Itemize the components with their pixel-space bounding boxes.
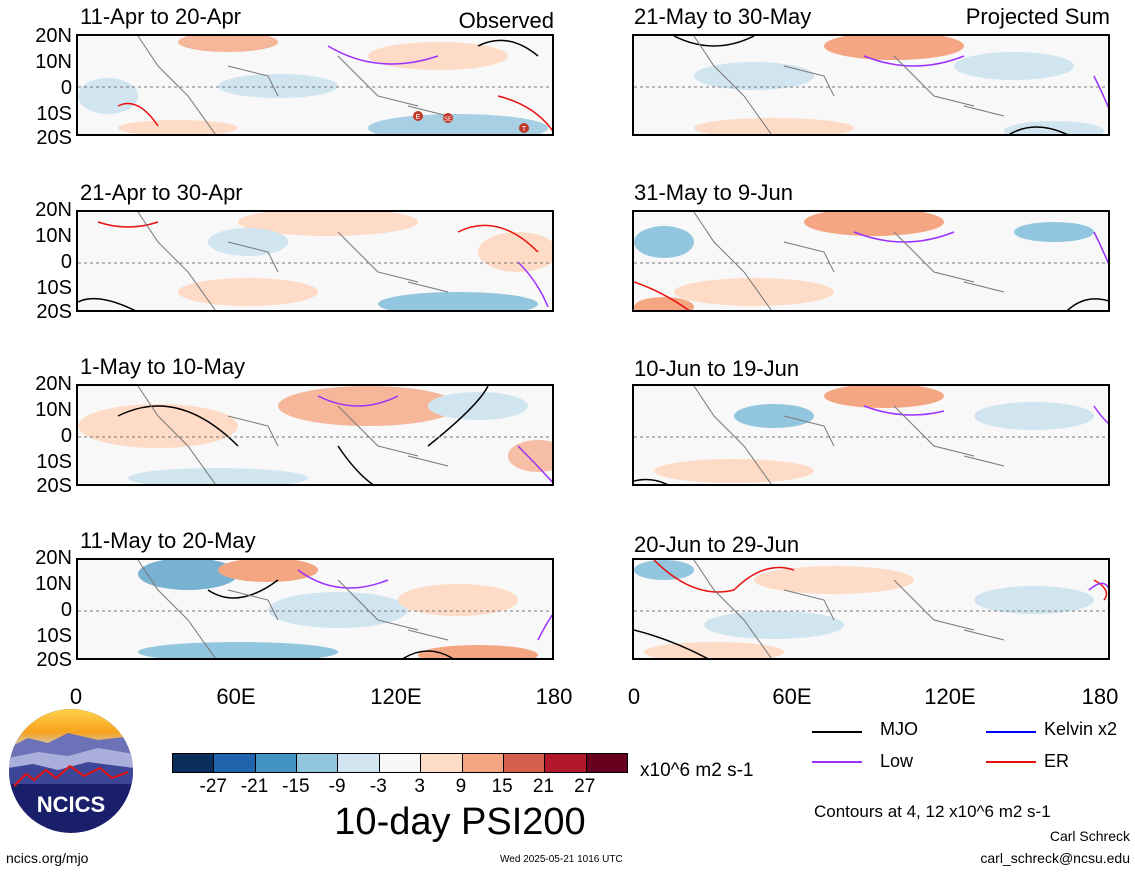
panel-title: 21-May to 30-May (634, 4, 812, 29)
lat-label-20s: 20S (36, 127, 72, 149)
map-panel-5 (632, 34, 1110, 136)
colorbar-swatch (502, 754, 545, 772)
map-panel-6 (632, 210, 1110, 312)
panel-tag: Observed (458, 8, 554, 33)
storm-marker-label: T (522, 126, 527, 133)
lon-label-120e: 120E (370, 684, 422, 709)
lon-label-180: 180 (1081, 684, 1119, 709)
lat-label-20s: 20S (36, 649, 72, 671)
author-email[interactable]: carl_schreck@ncsu.edu (980, 850, 1130, 866)
colorbar-swatch (378, 754, 421, 772)
logo-text: NCICS (37, 792, 105, 817)
colorbar-tick-label: -15 (282, 776, 310, 797)
lat-label-10n: 10N (35, 225, 72, 247)
colorbar-tick-label: 27 (574, 776, 596, 797)
colorbar-swatch (296, 754, 338, 772)
contours-note: Contours at 4, 12 x10^6 m2 s-1 (814, 802, 1051, 821)
panel-title: 20-Jun to 29-Jun (634, 532, 800, 557)
panel-title: 21-Apr to 30-Apr (80, 180, 243, 205)
colorbar-swatch (173, 754, 214, 772)
colorbar-ticks: -27 -21 -15 -9 -3 3 9 15 21 27 (172, 776, 626, 800)
storm-markers: E SE T (413, 111, 529, 133)
lon-label-180: 180 (535, 684, 573, 709)
lat-label-0: 0 (60, 251, 72, 273)
lon-label-60e: 60E (216, 684, 256, 709)
lat-label-10n: 10N (35, 573, 72, 595)
panel-title: 11-Apr to 20-Apr (80, 4, 242, 29)
storm-marker-label: SE (444, 117, 452, 123)
colorbar-swatch (420, 754, 462, 772)
map-panel-1: E SE T (76, 34, 554, 136)
lat-label-10n: 10N (35, 51, 72, 73)
lat-label-20s: 20S (36, 475, 72, 497)
lon-label-0: 0 (69, 684, 83, 709)
ncics-logo: NCICS (8, 708, 134, 834)
lat-label-10s: 10S (36, 277, 72, 299)
legend-swatch-mjo (812, 731, 862, 733)
author: Carl Schreck (1049, 828, 1130, 844)
colorbar-swatch (461, 754, 503, 772)
lat-label-10n: 10N (35, 399, 72, 421)
panel-tag: Projected Sum (965, 4, 1110, 29)
colorbar-tick-label: 21 (532, 776, 555, 797)
lat-label-10s: 10S (36, 103, 72, 125)
lat-label-10s: 10S (36, 451, 72, 473)
panel-title: 31-May to 9-Jun (634, 180, 793, 205)
lat-label-0: 0 (60, 599, 72, 621)
storm-marker-label: E (416, 114, 421, 121)
panel-title: 10-Jun to 19-Jun (634, 356, 800, 381)
colorbar-tick-label: -21 (240, 776, 269, 797)
lat-label-0: 0 (60, 425, 72, 447)
legend-label-mjo: MJO (880, 719, 918, 739)
colorbar-tick-label: -9 (328, 776, 346, 797)
lat-label-10s: 10S (36, 625, 72, 647)
legend-label-kelvin: Kelvin x2 (1044, 719, 1118, 739)
colorbar-tick-label: 9 (455, 776, 467, 797)
lat-label-20n: 20N (35, 547, 72, 569)
timestamp: Wed 2025-05-21 1016 UTC (500, 854, 623, 865)
website-link[interactable]: ncics.org/mjo (6, 850, 89, 866)
colorbar-tick-label: -27 (199, 776, 227, 797)
lat-label-20s: 20S (36, 301, 72, 323)
colorbar-tick-label: 3 (414, 776, 425, 797)
colorbar-units: x10^6 m2 s-1 (640, 760, 754, 781)
colorbar-swatch (544, 754, 586, 772)
lon-label-60e: 60E (772, 684, 812, 709)
lat-label-20n: 20N (35, 199, 72, 221)
map-panel-7 (632, 384, 1110, 486)
legend-swatch-er (986, 761, 1036, 763)
main-title: 10-day PSI200 (334, 801, 586, 843)
colorbar-swatch (337, 754, 379, 772)
map-panel-8 (632, 558, 1110, 660)
panel-title: 1-May to 10-May (80, 354, 246, 379)
legend-label-low: Low (880, 751, 914, 771)
lat-label-20n: 20N (35, 373, 72, 395)
legend-label-er: ER (1044, 751, 1070, 771)
lat-label-0: 0 (60, 77, 72, 99)
map-panel-3 (76, 384, 554, 486)
map-panel-4 (76, 558, 554, 660)
panel-title: 11-May to 20-May (80, 528, 256, 553)
lon-label-0: 0 (627, 684, 641, 709)
legend-swatch-low (812, 761, 862, 763)
lon-label-120e: 120E (924, 684, 976, 709)
legend-swatch-kelvin (986, 731, 1036, 733)
lat-label-20n: 20N (35, 25, 72, 47)
colorbar-tick-label: 15 (491, 776, 513, 797)
colorbar-tick-label: -3 (369, 776, 387, 797)
colorbar-swatch (213, 754, 255, 772)
colorbar (172, 753, 628, 773)
colorbar-swatch (585, 754, 627, 772)
colorbar-swatch (254, 754, 297, 772)
map-panel-2 (76, 210, 554, 312)
